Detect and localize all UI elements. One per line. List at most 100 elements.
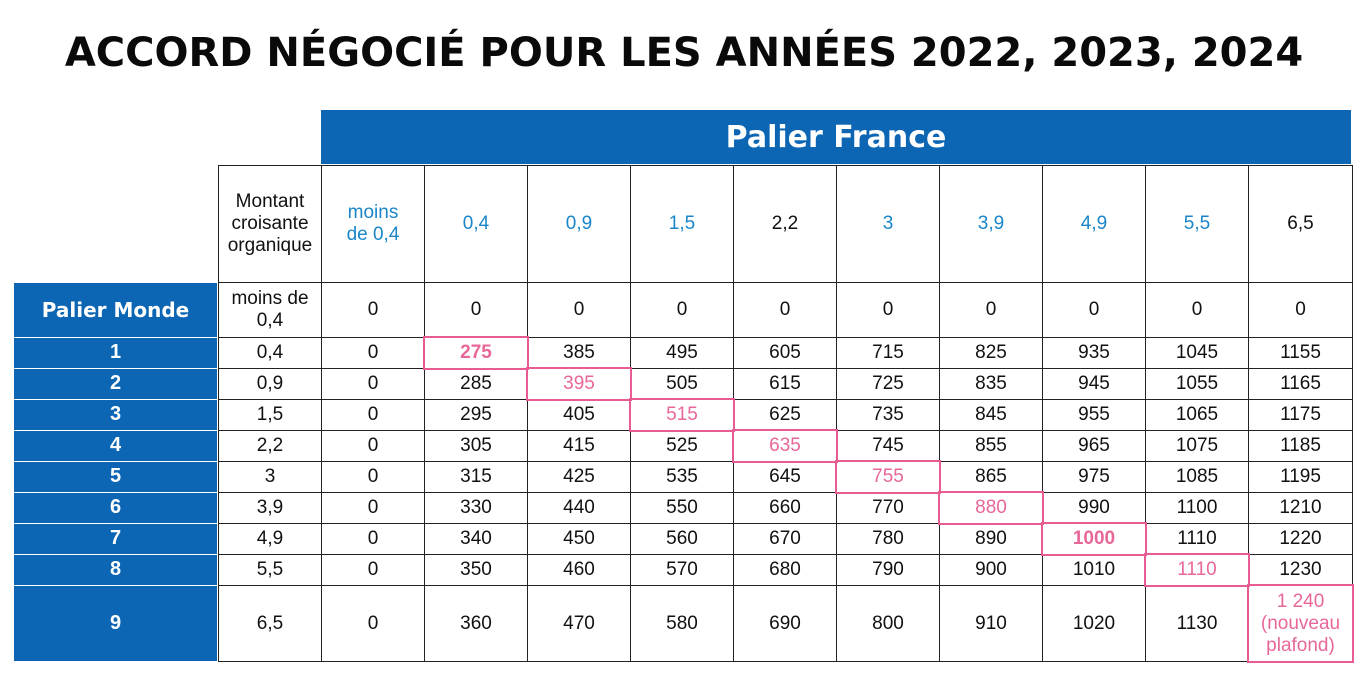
cell-text-line: moins — [347, 202, 399, 223]
france-level-header: 6,5 — [1248, 165, 1353, 283]
amount-cell: 990 — [1042, 492, 1146, 524]
amount-cell: 1055 — [1145, 368, 1249, 400]
amount-cell: 1155 — [1248, 337, 1353, 369]
world-level-cell: 5,5 — [218, 554, 322, 586]
palier-monde-index: 7 — [14, 523, 217, 555]
amount-cell: 1195 — [1248, 461, 1353, 493]
amount-cell: 0 — [630, 282, 734, 338]
amount-cell: 1130 — [1145, 585, 1249, 662]
france-level-header: 2,2 — [733, 165, 837, 283]
cell-text-line: de 0,4 — [346, 224, 400, 245]
amount-cell: 0 — [321, 337, 425, 369]
highlighted-amount-cell: 515 — [629, 398, 736, 433]
france-level-header: 1,5 — [630, 165, 734, 283]
amount-cell: 0 — [321, 282, 425, 338]
palier-monde-index: 2 — [14, 368, 217, 400]
amount-cell: 715 — [836, 337, 940, 369]
amount-cell: 725 — [836, 368, 940, 400]
amount-cell: 780 — [836, 523, 940, 555]
amount-cell: 570 — [630, 554, 734, 586]
amount-cell: 770 — [836, 492, 940, 524]
amount-cell: 1045 — [1145, 337, 1249, 369]
agreement-table: Montant croisante organique moins de 0,4 0,4 0… — [218, 165, 1355, 664]
amount-cell: 425 — [527, 461, 631, 493]
cell-text-line: 6,5 — [256, 612, 284, 634]
amount-cell: 495 — [630, 337, 734, 369]
amount-cell: 935 — [1042, 337, 1146, 369]
world-level-cell: 3,9 — [218, 492, 322, 524]
france-level-header: 3 — [836, 165, 940, 283]
cell-text-line: 1 240 — [1276, 590, 1325, 612]
cell-text-line: organique — [227, 235, 313, 256]
amount-cell: 645 — [733, 461, 837, 493]
amount-cell: 550 — [630, 492, 734, 524]
amount-cell: 295 — [424, 399, 528, 431]
amount-cell: 955 — [1042, 399, 1146, 431]
amount-cell: 1100 — [1145, 492, 1249, 524]
palier-monde-index: 8 — [14, 554, 217, 586]
amount-cell: 560 — [630, 523, 734, 555]
amount-cell: 845 — [939, 399, 1043, 431]
palier-monde-header: Palier Monde — [14, 282, 217, 338]
amount-cell: 470 — [527, 585, 631, 662]
cell-text-line: 0,9 — [256, 373, 284, 394]
amount-cell: 1085 — [1145, 461, 1249, 493]
amount-cell: 0 — [321, 399, 425, 431]
table-row: 4,9 0 340 450 560 670 780 890 1000 1110 1220 — [218, 522, 1353, 557]
amount-cell: 525 — [630, 430, 734, 462]
amount-cell: 965 — [1042, 430, 1146, 462]
table-row: moins de 0,4 0 0 0 0 0 0 0 0 0 0 — [218, 282, 1353, 338]
amount-cell: 580 — [630, 585, 734, 662]
amount-cell: 0 — [321, 585, 425, 662]
amount-cell: 0 — [321, 523, 425, 555]
highlighted-amount-cell: 1110 — [1144, 553, 1251, 588]
amount-cell: 910 — [939, 585, 1043, 662]
corner-label: Montant croisante organique — [218, 165, 322, 283]
cell-text-line: Montant — [235, 191, 305, 212]
amount-cell: 1065 — [1145, 399, 1249, 431]
amount-cell: 460 — [527, 554, 631, 586]
amount-cell: 825 — [939, 337, 1043, 369]
highlighted-amount-cell: 755 — [835, 460, 942, 495]
table-row: 0,9 0 285 395 505 615 725 835 945 1055 1165 — [218, 367, 1353, 402]
cell-text-line: (nouveau — [1260, 612, 1341, 634]
amount-cell: 350 — [424, 554, 528, 586]
amount-cell: 440 — [527, 492, 631, 524]
table-row: 3 0 315 425 535 645 755 865 975 1085 1195 — [218, 460, 1353, 495]
table-row: 5,5 0 350 460 570 680 790 900 1010 1110 1230 — [218, 553, 1353, 588]
world-level-cell: 0,9 — [218, 368, 322, 400]
amount-cell: 0 — [321, 430, 425, 462]
amount-cell: 0 — [1248, 282, 1353, 338]
france-level-header: 3,9 — [939, 165, 1043, 283]
highlighted-amount-cell: 635 — [732, 429, 839, 464]
world-level-cell: 3 — [218, 461, 322, 493]
world-level-cell: 2,2 — [218, 430, 322, 462]
cell-text-line: 2,2 — [256, 435, 284, 456]
palier-monde-index: 9 — [14, 585, 217, 662]
cell-text-line: 5,5 — [256, 559, 284, 580]
table-row: 3,9 0 330 440 550 660 770 880 990 1100 1210 — [218, 491, 1353, 526]
amount-cell: 315 — [424, 461, 528, 493]
amount-cell: 0 — [424, 282, 528, 338]
amount-cell: 0 — [836, 282, 940, 338]
amount-cell: 1210 — [1248, 492, 1353, 524]
cell-text-line: 1,5 — [668, 213, 696, 234]
highlighted-amount-cell: 275 — [423, 336, 530, 371]
amount-cell: 690 — [733, 585, 837, 662]
amount-cell: 0 — [733, 282, 837, 338]
amount-cell: 615 — [733, 368, 837, 400]
amount-cell: 0 — [527, 282, 631, 338]
world-level-cell: 6,5 — [218, 585, 322, 662]
amount-cell: 1165 — [1248, 368, 1353, 400]
amount-cell: 405 — [527, 399, 631, 431]
amount-cell: 790 — [836, 554, 940, 586]
cell-text-line: 0,4 — [256, 342, 284, 363]
amount-cell: 745 — [836, 430, 940, 462]
highlighted-amount-cell: 1 240 (nouveau plafond) — [1247, 584, 1355, 664]
world-level-cell: 0,4 — [218, 337, 322, 369]
france-level-header: 0,4 — [424, 165, 528, 283]
palier-monde-index: 6 — [14, 492, 217, 524]
table-row: 0,4 0 275 385 495 605 715 825 935 1045 1155 — [218, 336, 1353, 371]
cell-text-line: 3,9 — [977, 213, 1005, 234]
cell-text-line: plafond) — [1266, 634, 1335, 656]
